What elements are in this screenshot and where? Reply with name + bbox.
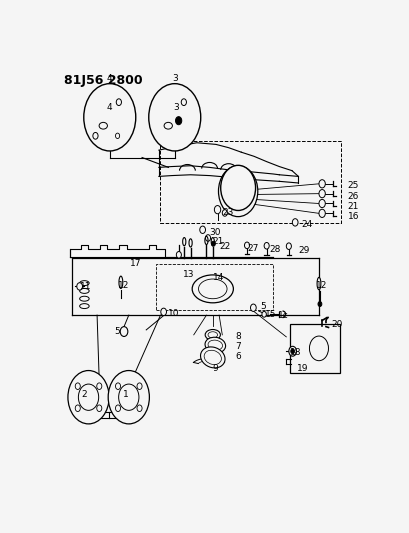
Text: 5: 5	[115, 327, 120, 336]
Text: 16: 16	[348, 212, 359, 221]
Text: 19: 19	[297, 364, 308, 373]
Circle shape	[245, 242, 249, 248]
Text: 81J56 2800: 81J56 2800	[64, 74, 142, 87]
Circle shape	[84, 84, 136, 151]
Text: 3: 3	[173, 74, 178, 83]
Circle shape	[319, 180, 325, 188]
Circle shape	[137, 405, 142, 411]
Text: 4: 4	[107, 102, 112, 111]
Circle shape	[205, 235, 211, 241]
Circle shape	[222, 209, 227, 216]
FancyBboxPatch shape	[290, 324, 339, 373]
Circle shape	[75, 383, 80, 390]
Ellipse shape	[205, 337, 226, 353]
Text: 10: 10	[169, 309, 180, 318]
Circle shape	[214, 206, 221, 214]
Text: 11: 11	[80, 282, 91, 291]
Bar	[156, 264, 273, 310]
Text: 15: 15	[265, 310, 276, 319]
Circle shape	[292, 219, 298, 226]
Text: 14: 14	[213, 273, 224, 282]
Text: 21: 21	[213, 237, 224, 246]
Circle shape	[120, 327, 128, 336]
Circle shape	[108, 370, 149, 424]
Text: 13: 13	[183, 270, 194, 279]
Text: 9: 9	[213, 364, 218, 373]
Text: 22: 22	[219, 242, 230, 251]
Text: 12: 12	[118, 281, 129, 290]
Circle shape	[77, 282, 83, 290]
Text: 26: 26	[348, 191, 359, 200]
Text: 27: 27	[248, 244, 259, 253]
Text: 3: 3	[173, 102, 179, 111]
Text: 5: 5	[261, 302, 266, 311]
Circle shape	[319, 190, 325, 198]
Text: 28: 28	[270, 245, 281, 254]
Text: 18: 18	[290, 348, 302, 357]
Text: 2: 2	[81, 390, 87, 399]
Text: 1c: 1c	[278, 311, 288, 320]
Circle shape	[218, 166, 258, 216]
Text: 6: 6	[235, 352, 241, 361]
Circle shape	[262, 311, 266, 317]
Ellipse shape	[317, 277, 321, 290]
Text: 21: 21	[348, 203, 359, 211]
Circle shape	[175, 117, 182, 125]
Text: 8: 8	[235, 333, 241, 341]
Text: 23: 23	[222, 208, 234, 217]
Ellipse shape	[205, 329, 220, 340]
Text: 25: 25	[348, 181, 359, 190]
Circle shape	[319, 199, 325, 207]
Circle shape	[68, 370, 109, 424]
Bar	[160, 141, 341, 223]
Circle shape	[97, 405, 102, 411]
Circle shape	[200, 226, 205, 233]
Circle shape	[115, 383, 121, 390]
Text: 17: 17	[130, 259, 142, 268]
Text: 29: 29	[299, 246, 310, 255]
Text: 4: 4	[106, 74, 112, 83]
Text: 1: 1	[124, 390, 129, 399]
Circle shape	[264, 243, 269, 249]
Text: 7: 7	[235, 342, 241, 351]
Ellipse shape	[119, 276, 123, 288]
Circle shape	[250, 304, 256, 311]
Circle shape	[97, 383, 102, 390]
Circle shape	[176, 252, 182, 258]
Text: 12: 12	[316, 281, 327, 290]
Circle shape	[161, 308, 166, 316]
Circle shape	[211, 241, 215, 246]
Circle shape	[75, 405, 80, 411]
Circle shape	[291, 349, 294, 354]
Text: 24: 24	[301, 220, 313, 229]
Circle shape	[149, 84, 201, 151]
Text: 30: 30	[210, 228, 221, 237]
Circle shape	[286, 243, 291, 249]
Circle shape	[137, 383, 142, 390]
Circle shape	[318, 302, 322, 306]
Text: 20: 20	[332, 320, 343, 329]
Circle shape	[289, 346, 297, 356]
Circle shape	[319, 209, 325, 217]
Circle shape	[115, 405, 121, 411]
Ellipse shape	[200, 347, 225, 368]
Circle shape	[221, 165, 256, 211]
Ellipse shape	[192, 275, 234, 303]
